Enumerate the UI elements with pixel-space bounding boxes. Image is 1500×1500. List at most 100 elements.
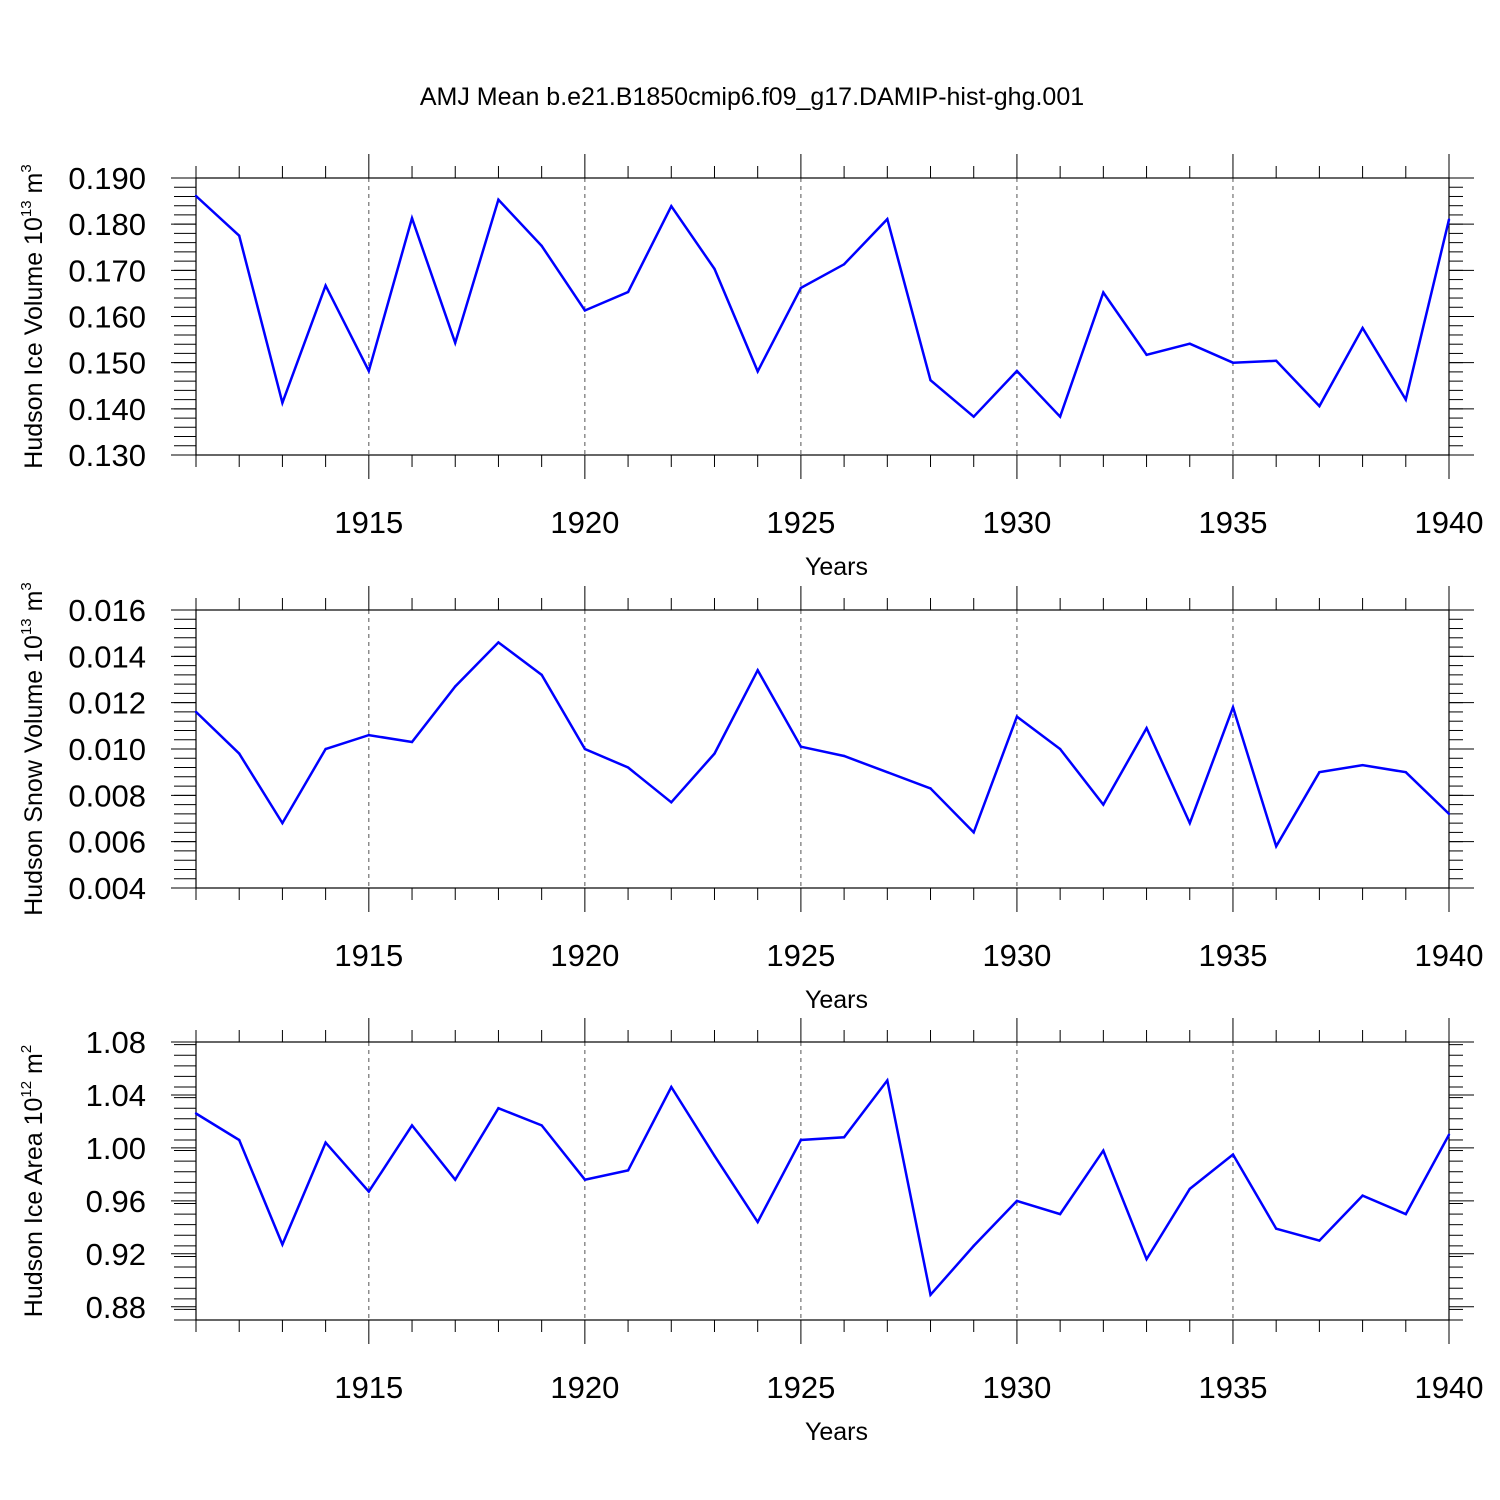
data-point: [367, 733, 371, 737]
data-point: [410, 740, 414, 744]
data-point: [324, 1141, 327, 1144]
x-tick-label: 1915: [334, 1370, 403, 1405]
data-point: [1361, 326, 1364, 330]
x-axis-title: Years: [805, 1418, 868, 1446]
data-point: [1188, 821, 1191, 825]
data-point: [1361, 1194, 1364, 1197]
y-tick-label: 1.00: [86, 1131, 146, 1166]
data-point: [324, 747, 327, 751]
chart-panel-3: 1915 1920 1925 1930 1935 1940 Years 0.88 0.92 0.9…: [18, 1018, 1483, 1446]
data-point: [324, 284, 327, 287]
data-point: [1188, 1187, 1191, 1191]
data-point: [583, 309, 587, 312]
data-point: [454, 341, 457, 345]
data-point: [238, 1138, 241, 1142]
data-point: [540, 673, 543, 677]
data-point: [1318, 1239, 1321, 1242]
data-point: [583, 1178, 587, 1181]
y-axis-title: Hudson Ice Volume 1013 m3: [18, 164, 48, 468]
data-point: [281, 821, 284, 825]
data-point: [367, 369, 371, 373]
y-tick-label: 1.08: [86, 1025, 146, 1060]
data-point: [1145, 1257, 1148, 1261]
data-point: [842, 1136, 846, 1139]
data-point: [410, 216, 414, 220]
x-tick-label: 1940: [1415, 505, 1484, 540]
data-point: [842, 754, 846, 758]
x-axis-title: Years: [805, 986, 868, 1014]
data-point: [497, 641, 500, 644]
y-tick-label: 0.170: [68, 253, 146, 288]
data-point: [1404, 770, 1407, 774]
data-point: [799, 745, 803, 748]
x-tick-label: 1925: [766, 938, 835, 973]
data-point: [1015, 369, 1019, 373]
data-point: [1102, 1149, 1105, 1152]
data-point: [367, 1190, 371, 1193]
x-tick-label: 1935: [1198, 1370, 1267, 1405]
data-point: [886, 770, 889, 774]
y-axis-title: Hudson Snow Volume 1013 m3: [18, 582, 48, 916]
data-point: [1102, 291, 1105, 294]
data-point: [756, 370, 759, 373]
data-point: [756, 669, 759, 672]
data-point: [1274, 359, 1278, 363]
y-tick-label: 0.004: [68, 871, 146, 906]
data-point: [1058, 747, 1062, 751]
data-point: [713, 1154, 716, 1158]
x-tick-label: 1915: [334, 938, 403, 973]
data-point: [583, 747, 587, 751]
y-tick-label: 0.140: [68, 392, 146, 427]
chart-panel-1: 1915 1920 1925 1930 1935 1940 Years 0.130 0.140 0…: [18, 154, 1483, 581]
y-tick-label: 0.010: [68, 732, 146, 767]
x-tick-label: 1930: [982, 1370, 1051, 1405]
data-point: [972, 831, 975, 834]
data-point: [626, 290, 630, 294]
data-point: [670, 801, 673, 804]
y-tick-label: 0.88: [86, 1290, 146, 1325]
data-point: [1318, 770, 1321, 774]
data-point: [497, 1106, 500, 1110]
data-point: [238, 234, 241, 237]
data-point: [1231, 706, 1235, 709]
y-axis-title: Hudson Ice Area 1012 m2: [18, 1045, 48, 1317]
data-point: [886, 217, 889, 221]
data-point: [281, 1243, 284, 1246]
data-point: [1447, 1133, 1451, 1136]
data-point: [1231, 1153, 1235, 1156]
y-tick-label: 0.008: [68, 778, 146, 813]
y-tick-label: 0.92: [86, 1237, 146, 1272]
chart-panel-2: 1915 1920 1925 1930 1935 1940 Years 0.004 0.006 0…: [18, 582, 1483, 1014]
y-tick-label: 0.014: [68, 639, 146, 674]
x-tick-label: 1920: [550, 505, 619, 540]
data-point: [1058, 1212, 1062, 1216]
data-point: [194, 194, 198, 198]
y-tick-label: 0.150: [68, 346, 146, 381]
data-point: [626, 1169, 630, 1172]
data-point: [1015, 715, 1019, 718]
data-point: [670, 204, 673, 208]
data-point: [1145, 353, 1148, 357]
y-tick-label: 0.96: [86, 1184, 146, 1219]
data-point: [886, 1079, 889, 1082]
plot-frame: [195, 1041, 1450, 1321]
data-point: [972, 415, 975, 418]
data-point: [713, 752, 716, 755]
x-tick-label: 1940: [1415, 938, 1484, 973]
y-tick-label: 0.160: [68, 300, 146, 335]
x-tick-label: 1920: [550, 1370, 619, 1405]
y-tick-label: 0.180: [68, 207, 146, 242]
data-point: [1188, 342, 1191, 345]
y-tick-label: 0.012: [68, 686, 146, 721]
data-point: [1404, 1212, 1407, 1216]
data-point: [497, 198, 500, 201]
data-point: [1447, 218, 1451, 221]
data-point: [238, 752, 241, 755]
data-point: [1058, 415, 1062, 418]
figure-title: AMJ Mean b.e21.B1850cmip6.f09_g17.DAMIP-…: [420, 83, 1084, 111]
x-tick-label: 1935: [1198, 505, 1267, 540]
plot-frame: [195, 609, 1450, 889]
x-tick-label: 1925: [766, 505, 835, 540]
data-point: [1231, 361, 1235, 364]
data-point: [1318, 404, 1321, 408]
